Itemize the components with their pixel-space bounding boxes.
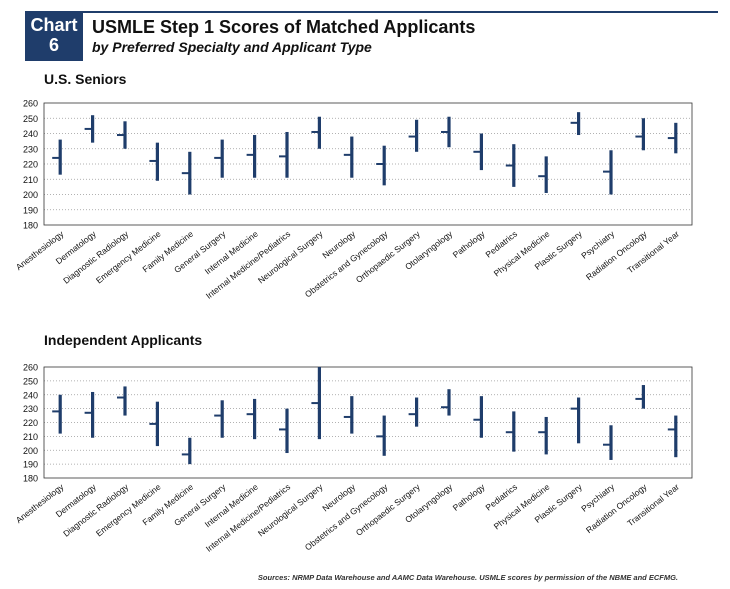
y-tick-label: 200 [23, 446, 38, 456]
y-tick-label: 210 [23, 432, 38, 442]
y-tick-label: 250 [23, 114, 38, 124]
category-label: Pathology [451, 481, 488, 513]
page-subtitle: by Preferred Specialty and Applicant Typ… [92, 39, 372, 55]
y-tick-label: 230 [23, 144, 38, 154]
page-title: USMLE Step 1 Scores of Matched Applicant… [92, 17, 476, 37]
category-label: Pathology [451, 228, 488, 260]
y-tick-label: 220 [23, 418, 38, 428]
y-tick-label: 260 [23, 363, 38, 373]
chart-title-us-seniors: U.S. Seniors [44, 71, 127, 87]
source-note: Sources: NRMP Data Warehouse and AAMC Da… [257, 573, 678, 582]
y-tick-label: 200 [23, 190, 38, 200]
y-tick-label: 180 [23, 474, 38, 484]
plot-area-frame [43, 102, 693, 226]
chart-title-independent-applicants: Independent Applicants [44, 332, 203, 348]
y-tick-label: 180 [23, 221, 38, 231]
plot-area-frame [43, 366, 693, 479]
y-tick-label: 250 [23, 376, 38, 386]
category-label: Physical Medicine [492, 229, 552, 279]
independent-applicants-chart: 180190200210220230240250260Anesthesiolog… [14, 363, 693, 554]
y-tick-label: 240 [23, 390, 38, 400]
chart-number-badge: Chart 6 [25, 11, 83, 61]
y-tick-label: 190 [23, 460, 38, 470]
y-tick-label: 210 [23, 175, 38, 185]
badge-number: 6 [48, 35, 59, 55]
us-seniors-chart: 180190200210220230240250260Anesthesiolog… [14, 99, 693, 301]
header-rule [83, 11, 718, 13]
badge-word: Chart [30, 15, 78, 35]
y-tick-label: 240 [23, 129, 38, 139]
category-label: Physical Medicine [492, 482, 552, 532]
y-tick-label: 260 [23, 99, 38, 109]
y-tick-label: 220 [23, 160, 38, 170]
y-tick-label: 230 [23, 404, 38, 414]
y-tick-label: 190 [23, 205, 38, 215]
